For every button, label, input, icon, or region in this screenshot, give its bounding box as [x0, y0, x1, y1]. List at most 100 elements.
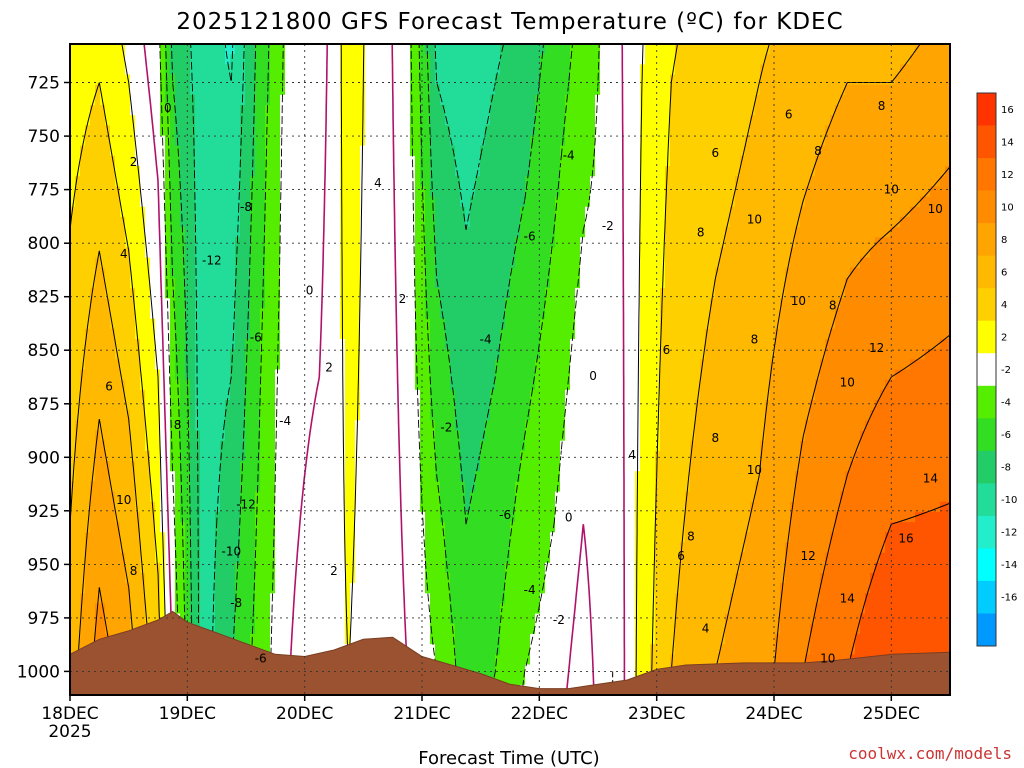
temperature-cell — [130, 450, 136, 462]
temperature-cell — [180, 227, 186, 238]
temperature-cell — [290, 298, 296, 310]
temperature-cell — [195, 532, 201, 544]
temperature-cell — [155, 410, 161, 421]
temperature-cell — [265, 501, 271, 513]
temperature-cell — [145, 410, 151, 421]
temperature-cell — [360, 562, 366, 574]
temperature-cell — [245, 186, 251, 198]
temperature-cell — [95, 369, 101, 381]
temperature-cell — [430, 532, 436, 544]
temperature-cell — [400, 216, 406, 228]
temperature-cell — [380, 562, 386, 574]
temperature-cell — [340, 633, 346, 645]
temperature-cell — [225, 603, 231, 615]
temperature-cell — [440, 318, 446, 330]
temperature-cell — [385, 206, 391, 218]
temperature-cell — [165, 267, 171, 279]
temperature-cell — [250, 84, 256, 96]
temperature-cell — [295, 74, 301, 86]
temperature-cell — [85, 542, 91, 554]
temperature-cell — [205, 237, 211, 249]
temperature-cell — [330, 633, 336, 645]
temperature-cell — [310, 298, 316, 310]
temperature-cell — [410, 216, 416, 228]
temperature-cell — [250, 461, 256, 472]
temperature-cell — [360, 196, 366, 208]
temperature-cell — [265, 593, 271, 605]
temperature-cell — [290, 461, 296, 472]
temperature-cell — [410, 94, 416, 106]
temperature-cell — [75, 552, 81, 564]
temperature-cell — [445, 501, 451, 513]
temperature-cell — [445, 84, 451, 96]
temperature-cell — [165, 379, 171, 391]
temperature-cell — [300, 277, 306, 289]
temperature-cell — [275, 54, 281, 65]
temperature-cell — [110, 481, 116, 493]
temperature-cell — [200, 206, 206, 218]
temperature-cell — [155, 613, 161, 625]
temperature-cell — [245, 552, 251, 564]
temperature-cell — [335, 257, 341, 269]
temperature-cell — [450, 247, 456, 259]
temperature-cell — [205, 420, 211, 432]
temperature-cell — [180, 532, 186, 544]
temperature-cell — [150, 277, 156, 289]
temperature-cell — [70, 369, 76, 381]
temperature-cell — [405, 105, 411, 116]
temperature-cell — [410, 542, 416, 554]
temperature-cell — [260, 196, 266, 208]
temperature-cell — [255, 511, 261, 523]
temperature-cell — [225, 481, 231, 493]
temperature-cell — [415, 288, 421, 299]
temperature-cell — [90, 593, 96, 605]
temperature-cell — [370, 450, 376, 462]
temperature-cell — [220, 145, 226, 157]
temperature-cell — [285, 227, 291, 238]
temperature-cell — [190, 186, 196, 198]
temperature-cell — [290, 410, 296, 421]
temperature-cell — [170, 298, 176, 310]
temperature-cell — [345, 359, 351, 371]
temperature-cell — [175, 237, 181, 249]
temperature-cell — [235, 491, 241, 503]
temperature-cell — [460, 54, 466, 65]
temperature-cell — [290, 216, 296, 228]
temperature-cell — [455, 410, 461, 421]
temperature-cell — [125, 94, 131, 106]
temperature-cell — [90, 583, 96, 594]
temperature-cell — [360, 583, 366, 594]
temperature-cell — [310, 511, 316, 523]
temperature-cell — [325, 400, 331, 411]
temperature-cell — [100, 359, 106, 371]
temperature-cell — [420, 288, 426, 299]
temperature-cell — [280, 176, 286, 187]
temperature-cell — [290, 400, 296, 411]
temperature-cell — [265, 410, 271, 421]
temperature-cell — [300, 633, 306, 645]
temperature-cell — [430, 349, 436, 360]
temperature-cell — [400, 420, 406, 432]
temperature-cell — [440, 257, 446, 269]
temperature-cell — [325, 379, 331, 391]
temperature-cell — [90, 623, 96, 635]
temperature-cell — [360, 74, 366, 86]
temperature-cell — [400, 522, 406, 533]
temperature-cell — [110, 308, 116, 320]
temperature-cell — [220, 84, 226, 96]
temperature-cell — [80, 94, 86, 106]
temperature-cell — [410, 349, 416, 360]
temperature-cell — [315, 206, 321, 218]
temperature-cell — [395, 522, 401, 533]
temperature-cell — [185, 155, 191, 167]
temperature-cell — [105, 583, 111, 594]
temperature-cell — [355, 450, 361, 462]
temperature-cell — [240, 166, 246, 177]
temperature-cell — [350, 633, 356, 645]
temperature-cell — [250, 237, 256, 249]
temperature-cell — [190, 593, 196, 605]
temperature-cell — [335, 389, 341, 401]
temperature-cell — [135, 389, 141, 401]
temperature-cell — [395, 176, 401, 187]
temperature-cell — [305, 430, 311, 442]
